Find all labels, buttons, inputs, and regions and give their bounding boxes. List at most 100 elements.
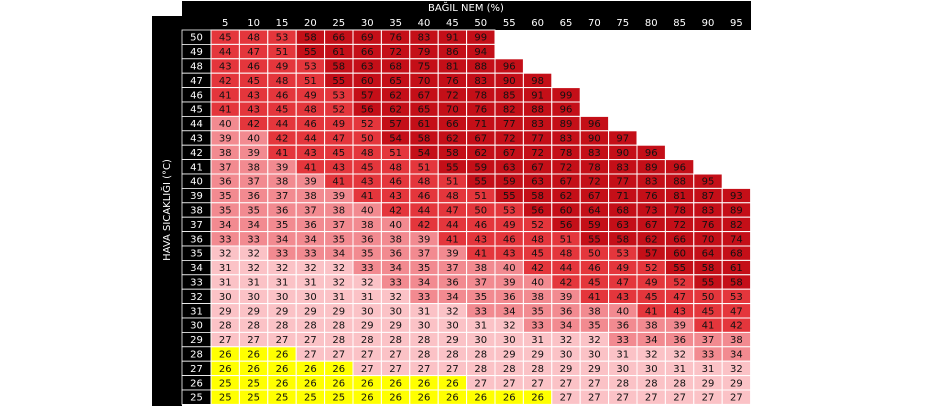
cell-value: 67	[560, 177, 573, 188]
cell-value: 42	[389, 206, 402, 217]
cell-value: 66	[361, 47, 374, 58]
cell-value: 52	[332, 105, 345, 116]
cell-value: 78	[588, 162, 601, 173]
cell-value: 29	[276, 306, 289, 317]
cell-value: 49	[645, 278, 658, 289]
cell-value: 31	[304, 278, 317, 289]
cell-value: 66	[673, 234, 686, 245]
cell-value: 42	[418, 220, 431, 231]
cell-value: 38	[361, 220, 374, 231]
cell-value: 31	[474, 321, 487, 332]
cell-value: 60	[673, 249, 686, 260]
cell-value: 28	[474, 350, 487, 361]
cell-value: 26	[247, 364, 260, 375]
cell-value: 45	[645, 292, 658, 303]
cell-value: 32	[446, 306, 459, 317]
cell-value: 27	[361, 364, 374, 375]
cell-value: 90	[588, 134, 601, 145]
cell-value: 39	[673, 321, 686, 332]
cell-value: 25	[219, 378, 232, 389]
cell-value: 26	[332, 378, 345, 389]
cell-value: 26	[276, 364, 289, 375]
cell-value: 43	[474, 234, 487, 245]
cell-value: 38	[645, 321, 658, 332]
column-label: 80	[645, 18, 658, 29]
cell-value: 41	[219, 90, 232, 101]
row-label: 40	[190, 177, 203, 188]
cell-value: 77	[616, 177, 629, 188]
cell-value: 36	[446, 278, 459, 289]
cell-value: 76	[645, 191, 658, 202]
cell-value: 32	[673, 350, 686, 361]
cell-value: 32	[503, 321, 516, 332]
cell-value: 28	[616, 378, 629, 389]
cell-value: 27	[304, 350, 317, 361]
cell-value: 73	[645, 206, 658, 217]
cell-value: 47	[673, 292, 686, 303]
cell-value: 35	[332, 234, 345, 245]
cell-value: 58	[531, 191, 544, 202]
cell-value: 96	[645, 148, 658, 159]
cell-value: 38	[219, 148, 232, 159]
cell-value: 34	[503, 306, 516, 317]
row-label: 44	[190, 119, 203, 130]
cell-value: 27	[531, 378, 544, 389]
cell-value: 31	[531, 335, 544, 346]
cell-value: 26	[531, 393, 544, 404]
cell-value: 29	[588, 364, 601, 375]
cell-value: 27	[588, 378, 601, 389]
cell-value: 35	[219, 206, 232, 217]
cell-value: 43	[503, 249, 516, 260]
cell-value: 33	[474, 306, 487, 317]
cell-value: 76	[474, 105, 487, 116]
column-label: 90	[702, 18, 715, 29]
cell-value: 47	[446, 206, 459, 217]
cell-value: 78	[560, 148, 573, 159]
cell-value: 31	[361, 292, 374, 303]
cell-value: 48	[304, 105, 317, 116]
cell-value: 28	[332, 321, 345, 332]
cell-value: 28	[304, 321, 317, 332]
cell-value: 30	[276, 292, 289, 303]
cell-value: 27	[418, 364, 431, 375]
cell-value: 33	[531, 321, 544, 332]
cell-value: 27	[673, 393, 686, 404]
cell-value: 42	[730, 321, 743, 332]
cell-value: 72	[446, 90, 459, 101]
cell-value: 32	[247, 263, 260, 274]
cell-value: 34	[730, 350, 743, 361]
cell-value: 96	[503, 62, 516, 73]
row-label: 31	[190, 306, 203, 317]
row-label: 28	[190, 350, 203, 361]
row-label: 49	[190, 47, 203, 58]
cell-value: 56	[560, 220, 573, 231]
cell-value: 28	[389, 335, 402, 346]
cell	[721, 389, 752, 405]
cell-value: 26	[361, 378, 374, 389]
cell-value: 90	[616, 148, 629, 159]
cell-value: 32	[304, 263, 317, 274]
cell-value: 76	[702, 220, 715, 231]
cell-value: 51	[418, 162, 431, 173]
cell-value: 26	[332, 364, 345, 375]
cell-value: 53	[503, 206, 516, 217]
cell-value: 28	[503, 364, 516, 375]
cell-value: 66	[446, 119, 459, 130]
cell-value: 31	[219, 263, 232, 274]
cell-value: 34	[276, 234, 289, 245]
cell-value: 51	[304, 76, 317, 87]
cell-value: 89	[730, 206, 743, 217]
cell-value: 26	[446, 378, 459, 389]
cell-value: 44	[276, 119, 289, 130]
cell-value: 56	[531, 206, 544, 217]
cell-value: 83	[560, 134, 573, 145]
column-header-bg	[182, 1, 751, 30]
cell-value: 58	[418, 134, 431, 145]
cell-value: 40	[531, 278, 544, 289]
row-label: 42	[190, 148, 203, 159]
cell-value: 71	[474, 119, 487, 130]
cell-value: 26	[418, 393, 431, 404]
cell-value: 33	[418, 292, 431, 303]
cell-value: 44	[418, 206, 431, 217]
table-title: BAĞIL NEM (%)	[428, 1, 504, 14]
